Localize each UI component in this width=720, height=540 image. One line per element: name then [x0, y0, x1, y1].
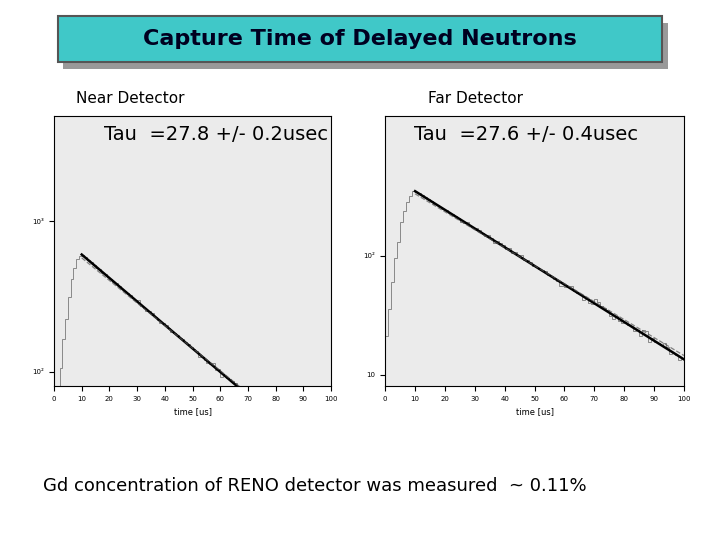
Text: Tau  =27.6 +/- 0.4usec: Tau =27.6 +/- 0.4usec — [414, 125, 638, 144]
Text: Gd concentration of RENO detector was measured  ~ 0.11%: Gd concentration of RENO detector was me… — [43, 477, 587, 495]
Text: Near Detector: Near Detector — [76, 91, 184, 106]
Text: Capture Time of Delayed Neutrons: Capture Time of Delayed Neutrons — [143, 29, 577, 49]
X-axis label: time [us]: time [us] — [516, 407, 554, 416]
X-axis label: time [us]: time [us] — [174, 407, 212, 416]
Text: Tau  =27.8 +/- 0.2usec: Tau =27.8 +/- 0.2usec — [104, 125, 328, 144]
Text: Far Detector: Far Detector — [428, 91, 523, 106]
